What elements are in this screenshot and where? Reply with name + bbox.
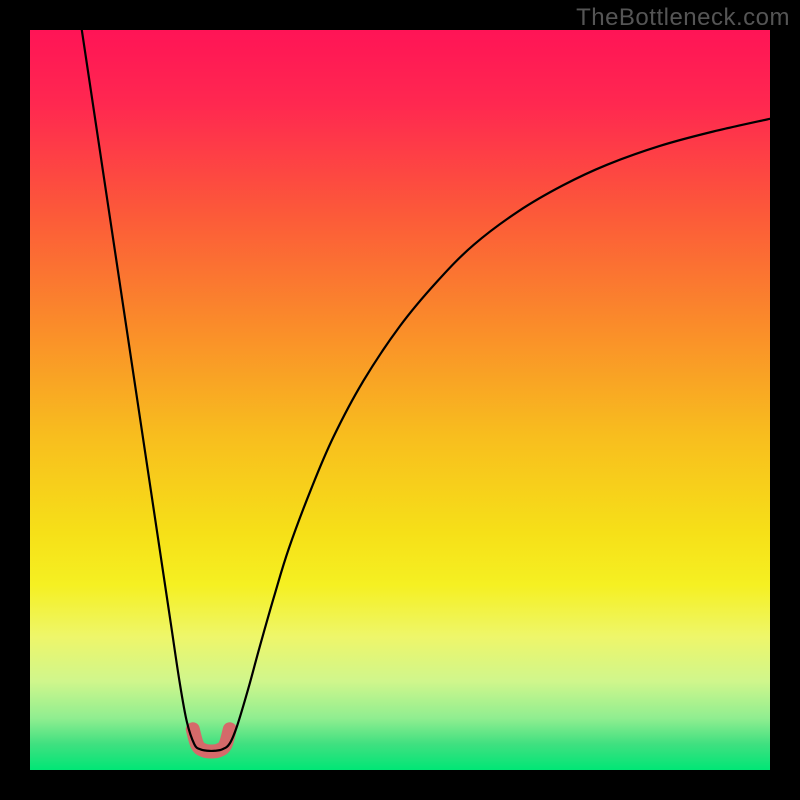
bottleneck-chart <box>0 0 800 800</box>
gradient-plot-area <box>30 30 770 770</box>
chart-stage: TheBottleneck.com <box>0 0 800 800</box>
watermark-text: TheBottleneck.com <box>576 4 790 32</box>
